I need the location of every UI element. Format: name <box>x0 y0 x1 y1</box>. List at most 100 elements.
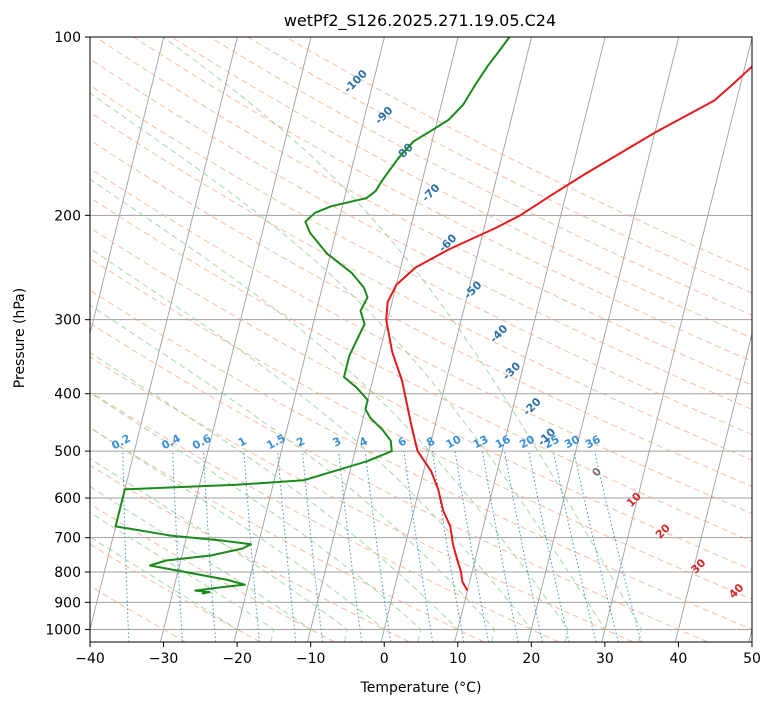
mixing-ratio-line <box>302 451 324 642</box>
chart-title: wetPf2_S126.2025.271.19.05.C24 <box>284 11 556 31</box>
dry-adiabat-line <box>90 322 708 642</box>
x-axis-title: Temperature (°C) <box>360 680 482 696</box>
mixing-ratio-label: 25 <box>542 433 562 452</box>
y-axis-title: Pressure (hPa) <box>12 288 28 388</box>
isotherm-line <box>601 37 752 642</box>
mixing-ratio-line <box>203 451 217 642</box>
moist-adiabat-line <box>90 457 348 642</box>
dry-adiabat-line <box>247 37 752 294</box>
x-tick-label: 30 <box>596 651 614 667</box>
background-lines <box>90 37 752 642</box>
x-tick-label: −40 <box>75 651 105 667</box>
mixing-ratio-label: 20 <box>517 433 537 452</box>
moist-adiabat-line <box>90 304 496 642</box>
dry-adiabat-line <box>90 585 186 642</box>
dry-adiabat-line <box>90 427 485 642</box>
mixing-ratio-label: 0.4 <box>159 432 183 453</box>
moist-adiabat-line <box>90 178 569 642</box>
dry-adiabat-line <box>90 464 410 642</box>
y-tick-label: 500 <box>54 444 81 460</box>
isotherm-line <box>233 37 385 642</box>
x-tick-label: 20 <box>522 651 540 667</box>
moist-adiabat-label: -50 <box>461 278 484 301</box>
isotherm-line <box>90 37 238 632</box>
mixing-ratio-label: 6 <box>396 434 409 449</box>
isotherm-line <box>748 627 752 642</box>
mixing-ratio-line <box>432 451 465 642</box>
mixing-ratio-label: 1 <box>236 434 249 449</box>
dry-adiabat-line <box>171 37 752 339</box>
dry-adiabat-line <box>90 391 559 642</box>
temperature-profile-line <box>385 65 752 592</box>
dry-adiabat-line <box>133 37 752 362</box>
y-tick-label: 700 <box>54 531 81 547</box>
x-tick-label: 10 <box>449 651 467 667</box>
isotherm-line <box>90 37 165 336</box>
x-tick-label: −30 <box>149 651 179 667</box>
dry-adiabat-label: 20 <box>653 521 673 541</box>
x-tick-label: 50 <box>743 651 761 667</box>
moist-adiabat-line <box>162 37 643 642</box>
isotherm-line <box>674 331 752 642</box>
mixing-ratio-line <box>403 451 434 642</box>
dry-adiabat-line <box>90 139 752 487</box>
y-tick-label: 400 <box>54 387 81 403</box>
y-tick-label: 100 <box>54 30 81 46</box>
moist-adiabat-line <box>90 536 238 642</box>
mixing-ratio-line <box>364 451 392 642</box>
moist-adiabat-label: -20 <box>520 395 543 418</box>
dry-adiabat-line <box>90 503 335 642</box>
y-tick-label: 1000 <box>45 622 81 638</box>
mixing-ratio-line <box>504 451 543 642</box>
mixing-ratio-label: 0.6 <box>190 432 214 453</box>
mixing-ratio-line <box>243 451 260 642</box>
mixing-ratio-line <box>594 450 642 642</box>
mixing-ratio-label: 30 <box>562 433 582 452</box>
profile-series <box>114 37 752 595</box>
moist-adiabat-line <box>90 247 532 642</box>
y-tick-label: 800 <box>54 565 81 581</box>
mixing-ratio-label: 2 <box>294 434 307 449</box>
mixing-ratio-label: 10 <box>444 433 464 452</box>
moist-adiabat-label: -90 <box>372 104 395 127</box>
x-tick-label: 0 <box>380 651 389 667</box>
y-tick-label: 900 <box>54 595 81 611</box>
mixing-ratio-label: 1.5 <box>264 432 287 453</box>
dry-adiabat-line <box>90 167 752 515</box>
mixing-ratio-label: 13 <box>471 433 491 452</box>
mixing-ratio-line <box>338 451 363 642</box>
mixing-ratio-label: 4 <box>357 434 370 449</box>
dry-adiabat-label: 0 <box>589 465 604 480</box>
isotherm-line <box>527 37 680 642</box>
dry-adiabat-label: 40 <box>726 581 746 601</box>
dry-adiabat-line <box>90 356 634 642</box>
mixing-ratio-label: 16 <box>493 433 513 452</box>
mixing-ratio-line <box>172 451 183 642</box>
dry-adiabat-label: 30 <box>688 556 708 576</box>
isotherm-line <box>380 37 533 642</box>
isotherm-line <box>159 37 312 642</box>
mixing-ratio-label: 36 <box>583 433 603 452</box>
dry-adiabat-line <box>90 543 261 642</box>
moist-adiabat-label: -40 <box>487 322 510 345</box>
y-tick-label: 600 <box>54 491 81 507</box>
moist-adiabat-line <box>90 92 606 642</box>
mixing-ratio-label: 3 <box>331 434 344 449</box>
mixing-ratio-line <box>481 451 519 642</box>
dry-adiabat-line <box>90 58 752 411</box>
dewpoint-profile-line <box>114 37 511 595</box>
x-tick-label: −20 <box>222 651 252 667</box>
isotherm-line <box>454 37 606 642</box>
line-labels: 0.1 0.2 0.4 0.6 1 1.5 2 3 4 6 8 10 13 16 20 25 30 36-100-… <box>109 67 746 601</box>
plot-frame <box>89 36 753 643</box>
mixing-ratio-line <box>528 451 570 642</box>
y-tick-label: 200 <box>54 208 81 224</box>
mixing-ratio-line <box>573 450 619 642</box>
x-tick-label: −10 <box>296 651 326 667</box>
dry-adiabat-line <box>90 197 752 542</box>
mixing-ratio-line <box>454 451 489 642</box>
mixing-ratio-line <box>277 451 297 642</box>
y-tick-label: 300 <box>54 313 81 329</box>
moist-adiabat-label: -60 <box>436 231 459 254</box>
